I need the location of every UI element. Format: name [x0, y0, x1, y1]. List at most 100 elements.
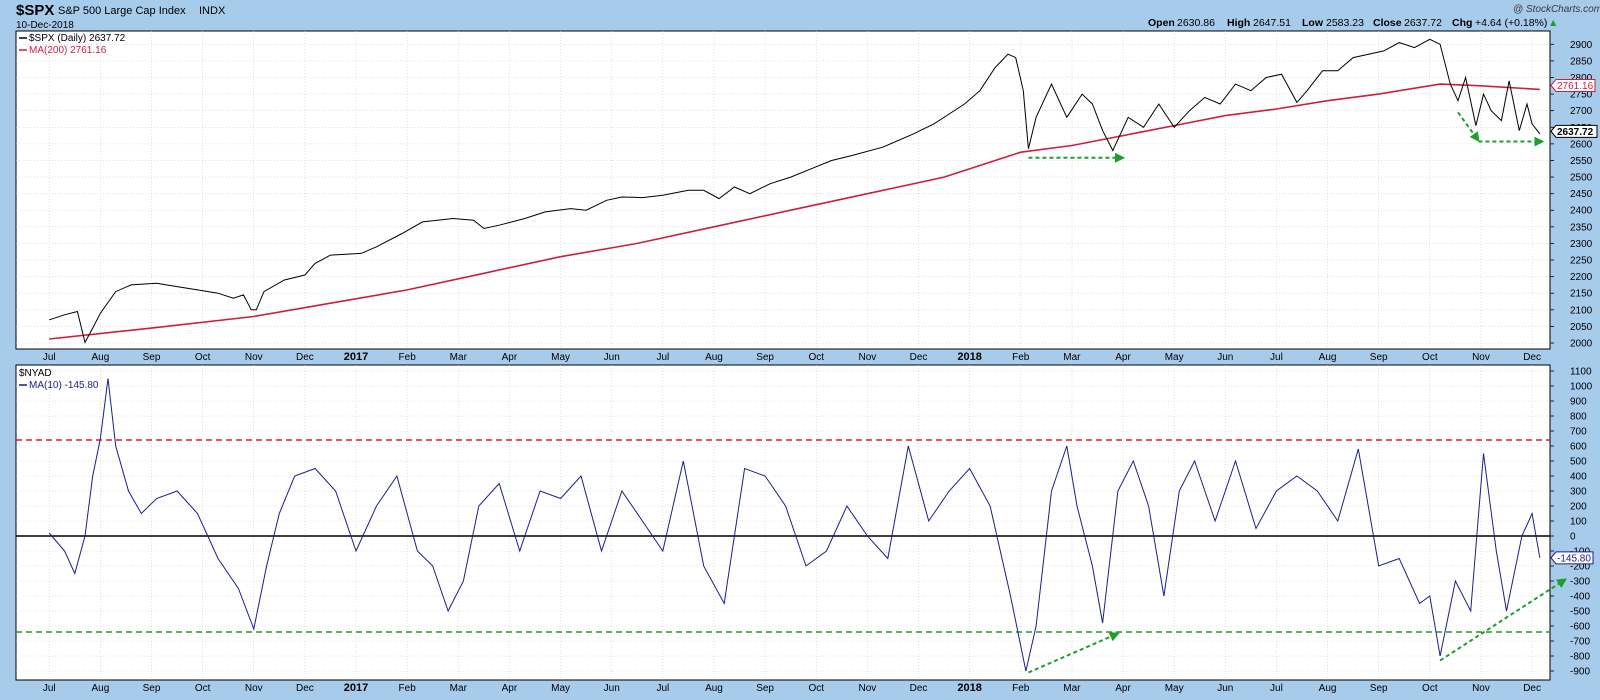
legend-spx: $SPX (Daily) 2637.72: [29, 33, 126, 44]
y-tick-label: 1100: [1570, 367, 1592, 378]
x-tick-label: Oct: [808, 352, 824, 363]
x-tick-label: 2017: [344, 682, 368, 694]
trend-arrow: [1457, 111, 1480, 143]
trend-arrow: [1028, 632, 1120, 674]
bottom-panel: [15, 364, 1551, 681]
y-tick-label: 2050: [1570, 322, 1593, 333]
x-tick-label: Jul: [656, 683, 669, 694]
bottom-legend: $NYAD MA(10) -145.80: [19, 368, 99, 391]
x-tick-label: Jun: [1217, 683, 1233, 694]
x-tick-label: Nov: [858, 352, 876, 363]
nyad-ma10-line: [48, 378, 1541, 672]
chg-up-icon: ▲: [1548, 17, 1558, 29]
x-tick-label: Jun: [1217, 352, 1233, 363]
close-price-tag: 2637.72: [1550, 124, 1598, 138]
x-tick-label: Sep: [756, 352, 774, 363]
x-tick-label: Nov: [1472, 683, 1490, 694]
x-tick-label: Oct: [1422, 683, 1438, 694]
x-tick-label: Sep: [756, 683, 774, 694]
x-tick-label: Apr: [1115, 352, 1131, 363]
y-tick-label: 2600: [1570, 139, 1593, 150]
trend-arrow: [1439, 578, 1568, 662]
x-tick-label: Aug: [705, 352, 723, 363]
close-price-tag-text: 2637.72: [1557, 127, 1594, 138]
x-tick-label: Jul: [1270, 352, 1283, 363]
y-tick-label: 2300: [1570, 239, 1593, 250]
x-tick-label: Aug: [91, 352, 109, 363]
x-tick-label: Dec: [296, 683, 314, 694]
x-tick-label: Apr: [1115, 683, 1131, 694]
y-tick-label: 900: [1570, 397, 1587, 408]
y-tick-label: 700: [1570, 427, 1587, 438]
x-tick-label: Nov: [858, 683, 876, 694]
y-tick-label: 2850: [1570, 56, 1593, 67]
top-annotations: [1028, 111, 1545, 163]
x-tick-label: Sep: [143, 352, 161, 363]
x-tick-label: Dec: [1523, 352, 1541, 363]
x-tick-label: Dec: [296, 352, 314, 363]
x-tick-label: Nov: [1472, 352, 1490, 363]
x-tick-label: Jul: [1270, 683, 1283, 694]
x-tick-label: Dec: [910, 683, 928, 694]
x-tick-label: Oct: [808, 683, 824, 694]
x-tick-label: 2017: [344, 351, 368, 363]
y-tick-label: 1000: [1570, 382, 1593, 393]
x-tick-label: Feb: [1012, 683, 1030, 694]
bottom-reference-lines: [16, 439, 1550, 633]
y-tick-label: 2250: [1570, 256, 1593, 267]
y-tick-label: 2100: [1570, 305, 1593, 316]
x-tick-label: Mar: [450, 683, 468, 694]
x-tick-label: Jul: [656, 352, 669, 363]
nyad-price-tag-text: -145.80: [1557, 553, 1591, 564]
bottom-x-axis: Jul Aug Sep Oct Nov Dec 2017 Feb Mar Apr May Jun Jul…: [43, 682, 1541, 694]
x-tick-label: Aug: [91, 683, 109, 694]
open-value: 2630.86: [1177, 17, 1215, 29]
x-tick-label: Sep: [1370, 683, 1388, 694]
x-tick-label: Nov: [245, 352, 263, 363]
x-tick-label: Feb: [399, 352, 417, 363]
x-tick-label: 2018: [957, 682, 981, 694]
y-tick-label: 2500: [1570, 173, 1593, 184]
x-tick-label: Jun: [604, 683, 620, 694]
x-tick-label: Aug: [1319, 683, 1337, 694]
copyright: @ StockCharts.com: [1513, 4, 1600, 15]
y-tick-label: -500: [1570, 607, 1590, 618]
x-tick-label: Oct: [1422, 352, 1438, 363]
chart-date: 10-Dec-2018: [16, 20, 74, 31]
x-tick-label: Aug: [1319, 352, 1337, 363]
top-x-axis: Jul Aug Sep Oct Nov Dec 2017 Feb Mar Apr May Jun Jul…: [43, 351, 1541, 363]
y-tick-label: -800: [1570, 652, 1590, 663]
x-tick-label: Oct: [195, 683, 211, 694]
bottom-grid: [16, 365, 1550, 680]
x-tick-label: May: [551, 683, 570, 694]
x-tick-label: Jun: [604, 352, 620, 363]
y-tick-label: 0: [1570, 532, 1576, 543]
open-label: Open: [1148, 17, 1175, 29]
x-tick-label: Jul: [43, 683, 56, 694]
y-tick-label: 800: [1570, 412, 1587, 423]
y-tick-label: 2700: [1570, 106, 1593, 117]
y-tick-label: -200: [1570, 562, 1590, 573]
y-tick-label: 100: [1570, 517, 1587, 528]
x-tick-label: Mar: [450, 352, 468, 363]
chg-label: Chg: [1452, 17, 1472, 29]
close-label: Close: [1373, 17, 1402, 29]
x-tick-label: Sep: [1370, 352, 1388, 363]
index-name: S&P 500 Large Cap Index: [58, 5, 186, 17]
y-tick-label: 2800: [1570, 73, 1593, 84]
top-legend: $SPX (Daily) 2637.72 MA(200) 2761.16: [19, 33, 126, 56]
y-tick-label: -400: [1570, 592, 1590, 603]
y-tick-label: 2750: [1570, 90, 1593, 101]
close-value: 2637.72: [1404, 17, 1442, 29]
ma-price-tag: 2761.16: [1550, 78, 1596, 92]
high-label: High: [1227, 17, 1250, 29]
x-tick-label: Nov: [245, 683, 263, 694]
high-value: 2647.51: [1253, 17, 1291, 29]
spx-ma200-line: [49, 83, 1540, 340]
legend-ma10: MA(10) -145.80: [29, 380, 99, 391]
spx-price-line: [49, 38, 1541, 344]
legend-ma200: MA(200) 2761.16: [29, 45, 107, 56]
y-tick-label: 200: [1570, 502, 1587, 513]
y-tick-label: 2400: [1570, 206, 1593, 217]
